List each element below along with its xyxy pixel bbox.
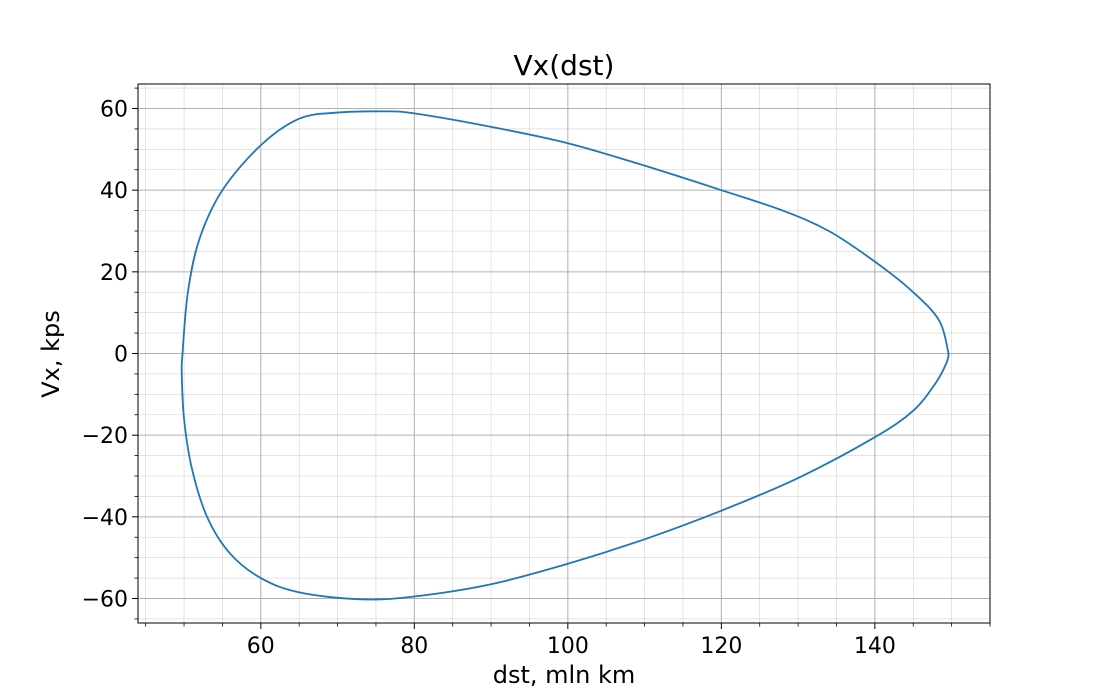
y-axis-label: Vx, kps	[37, 310, 65, 398]
series-layer	[180, 110, 950, 601]
x-axis-label: dst, mln km	[493, 661, 636, 689]
tick-labels: 60 80 100 120 140 −60 −40 −20 0 20 40 60	[82, 98, 896, 660]
y-tick-label: 0	[114, 343, 128, 368]
y-tick-label: −60	[82, 588, 128, 613]
x-tick-label: 80	[400, 634, 428, 659]
y-tick-label: 60	[100, 98, 128, 123]
vx-dst-series-line	[180, 110, 950, 601]
y-tick-label: 20	[100, 261, 128, 286]
x-tick-label: 100	[547, 634, 589, 659]
y-tick-label: −20	[82, 424, 128, 449]
chart-title: Vx(dst)	[514, 49, 615, 82]
tick-marks	[132, 87, 991, 629]
x-tick-label: 60	[247, 634, 275, 659]
y-tick-label: 40	[100, 179, 128, 204]
x-tick-label: 120	[700, 634, 742, 659]
y-tick-label: −40	[82, 506, 128, 531]
x-tick-label: 140	[854, 634, 896, 659]
major-grid	[138, 84, 990, 623]
